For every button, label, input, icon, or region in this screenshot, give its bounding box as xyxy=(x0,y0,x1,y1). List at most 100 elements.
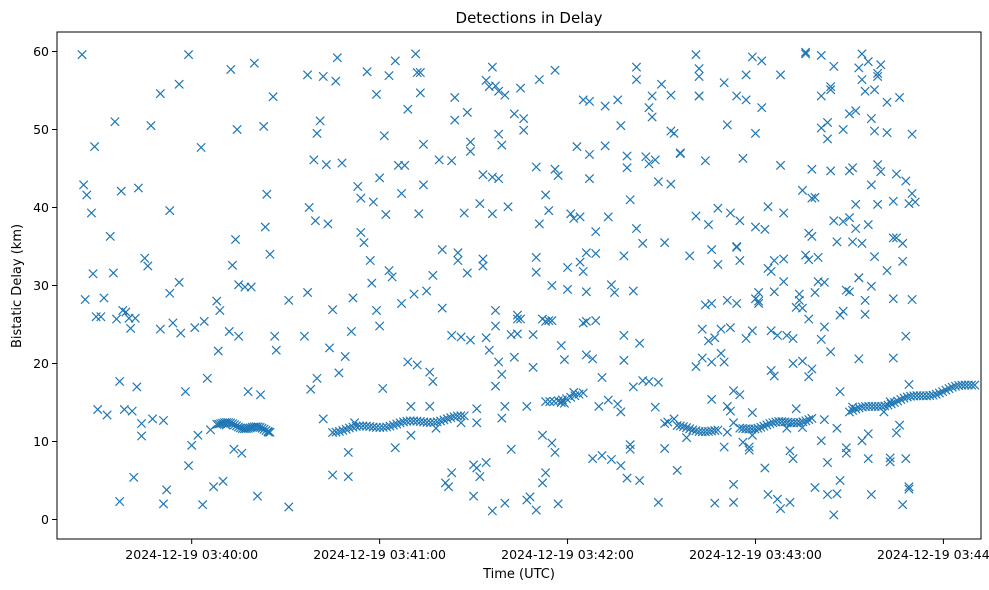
data-point xyxy=(368,197,378,207)
data-point xyxy=(105,231,115,241)
data-point xyxy=(86,208,97,218)
data-point xyxy=(556,340,566,351)
data-point xyxy=(365,255,375,266)
data-point xyxy=(747,430,757,440)
data-point xyxy=(581,287,591,297)
data-point xyxy=(722,295,732,305)
data-point xyxy=(650,155,660,165)
data-point xyxy=(653,177,664,187)
y-tick-label: 60 xyxy=(33,44,49,59)
data-point xyxy=(183,461,194,471)
data-point xyxy=(125,323,136,334)
data-point xyxy=(545,396,555,407)
data-point xyxy=(797,422,808,433)
data-point xyxy=(346,326,357,337)
data-point xyxy=(232,124,242,135)
data-point xyxy=(826,166,836,176)
data-point xyxy=(115,496,125,507)
data-point xyxy=(719,357,729,367)
data-point xyxy=(622,473,632,483)
data-point xyxy=(647,91,657,101)
data-point xyxy=(309,155,319,165)
data-point xyxy=(600,141,610,151)
data-point xyxy=(866,489,876,500)
data-point xyxy=(550,65,560,75)
data-point xyxy=(544,205,554,216)
data-point xyxy=(703,220,714,230)
y-tick-label: 0 xyxy=(41,512,49,527)
data-point xyxy=(888,294,898,304)
data-point xyxy=(966,380,977,390)
data-point xyxy=(944,383,954,394)
data-point xyxy=(622,151,632,161)
data-point xyxy=(271,345,281,355)
data-point xyxy=(249,58,259,68)
data-point xyxy=(328,470,338,480)
data-point xyxy=(707,244,717,255)
data-point xyxy=(760,463,770,473)
data-point xyxy=(356,227,366,238)
data-point xyxy=(379,131,389,141)
data-point xyxy=(584,149,595,160)
data-point xyxy=(747,52,757,62)
data-point xyxy=(785,497,795,507)
data-point xyxy=(901,331,911,341)
data-point xyxy=(456,411,466,421)
data-point xyxy=(753,287,764,298)
data-point xyxy=(816,436,826,446)
x-tick-label: 2024-12-19 03:44:00 xyxy=(877,547,989,562)
data-point xyxy=(766,326,776,336)
data-point xyxy=(165,205,175,216)
data-point xyxy=(559,354,570,365)
data-point xyxy=(928,390,938,400)
data-point xyxy=(439,415,449,425)
data-point xyxy=(550,164,560,174)
data-point xyxy=(224,326,234,337)
data-point xyxy=(738,437,748,447)
data-point xyxy=(442,414,452,424)
data-point xyxy=(816,91,826,101)
data-point xyxy=(304,202,314,213)
data-point xyxy=(155,324,165,334)
data-point xyxy=(741,333,751,344)
data-point xyxy=(168,318,178,328)
data-point xyxy=(732,298,742,309)
data-point xyxy=(744,445,754,455)
data-point xyxy=(176,328,186,338)
data-point xyxy=(205,425,216,435)
data-point xyxy=(341,424,351,434)
data-point xyxy=(299,331,310,341)
data-point xyxy=(898,238,908,249)
data-point xyxy=(540,396,551,407)
data-point xyxy=(819,415,830,425)
data-point xyxy=(804,415,814,425)
data-point xyxy=(941,385,951,395)
data-point xyxy=(772,330,783,341)
data-point xyxy=(619,330,629,341)
data-point xyxy=(388,420,398,430)
data-point xyxy=(628,382,638,392)
data-point xyxy=(863,454,873,464)
data-point xyxy=(713,203,723,213)
data-point xyxy=(331,427,341,437)
data-point xyxy=(475,471,485,482)
data-point xyxy=(132,382,142,392)
data-point xyxy=(353,181,363,192)
data-point xyxy=(367,278,377,288)
data-point xyxy=(136,431,147,441)
data-point xyxy=(947,382,957,392)
data-point xyxy=(550,447,560,458)
data-point xyxy=(93,404,103,415)
data-point xyxy=(829,510,839,520)
data-point xyxy=(547,315,557,326)
data-point xyxy=(678,422,689,432)
data-point xyxy=(255,390,266,400)
data-point xyxy=(569,213,579,224)
data-point xyxy=(807,164,817,174)
data-point xyxy=(403,357,413,367)
data-point xyxy=(894,92,905,103)
data-point xyxy=(221,417,232,428)
data-point xyxy=(119,404,129,415)
data-point xyxy=(685,251,695,261)
data-point xyxy=(710,425,720,436)
